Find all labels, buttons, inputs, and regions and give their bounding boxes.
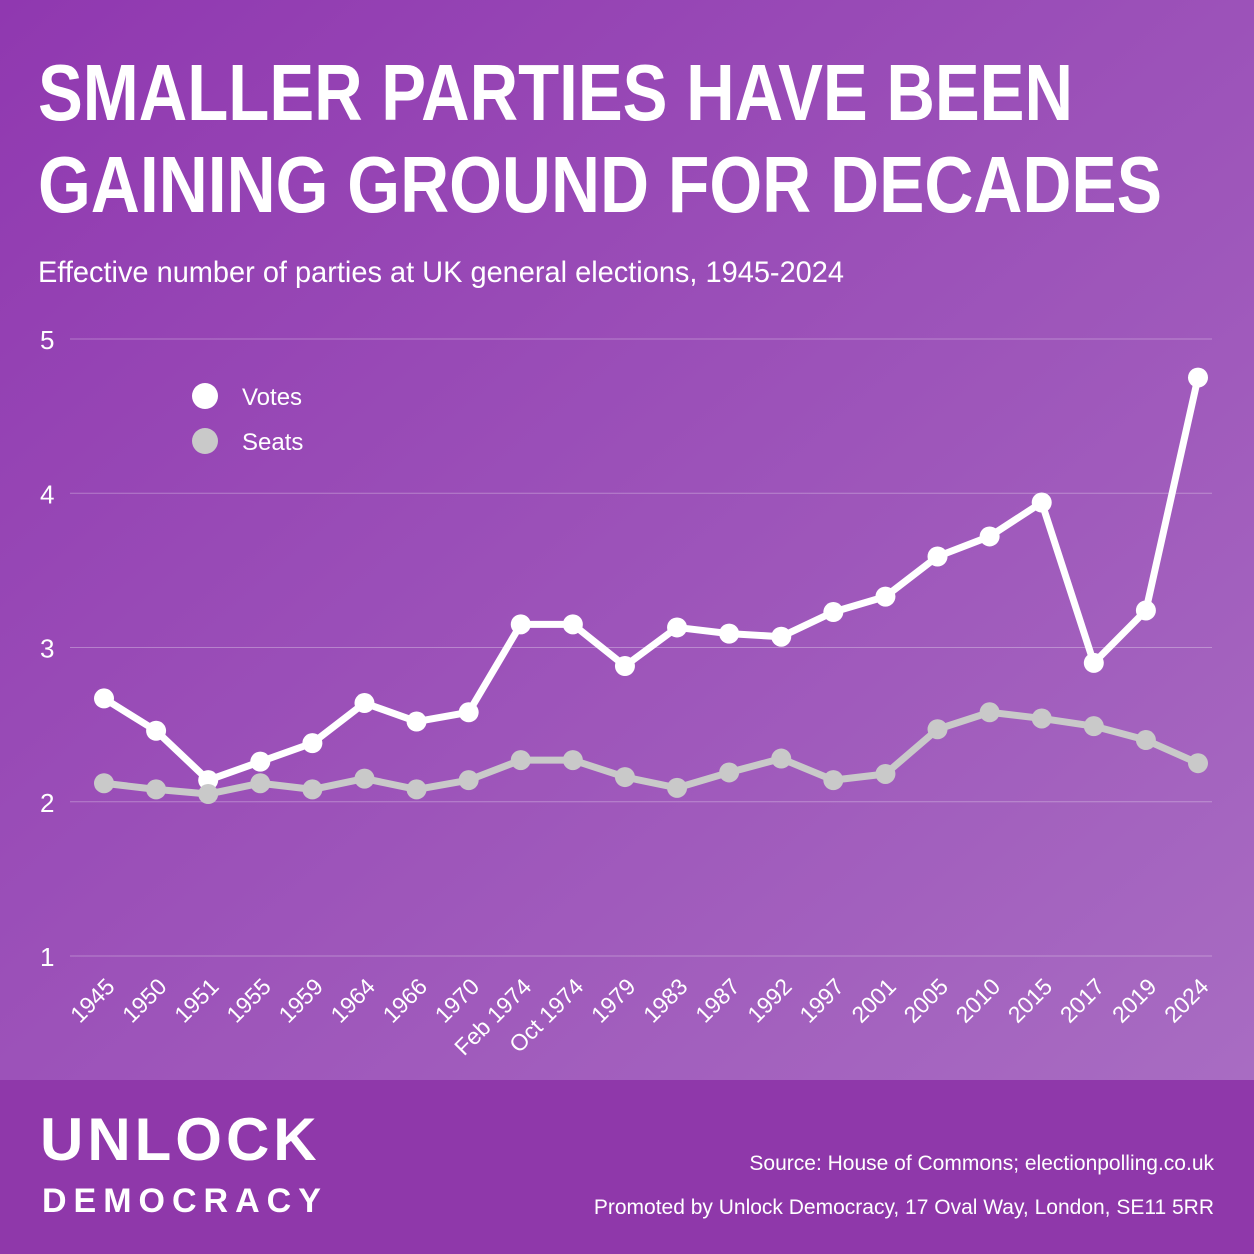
y-tick-label: 4 [40, 479, 54, 509]
data-point [719, 623, 740, 644]
data-point [667, 777, 688, 798]
y-tick-label: 1 [40, 942, 54, 972]
data-point [1083, 716, 1104, 737]
data-point [1083, 652, 1104, 673]
data-point [198, 784, 219, 805]
data-point [823, 602, 844, 623]
chart-title: SMALLER PARTIES HAVE BEEN [38, 48, 1073, 137]
note: Promoted by Unlock Democracy, 17 Oval Wa… [594, 1196, 1214, 1219]
data-point [719, 762, 740, 783]
y-tick-label: 3 [40, 634, 54, 664]
data-point [510, 614, 531, 635]
data-point [979, 526, 1000, 547]
series-line [102, 376, 1202, 784]
data-point [614, 656, 635, 677]
data-point [771, 748, 792, 769]
data-point [146, 779, 167, 800]
data-point [94, 773, 114, 794]
data-point [927, 719, 948, 740]
data-point [1135, 730, 1156, 751]
footer-band [0, 1080, 1254, 1254]
data-point [354, 693, 375, 714]
data-point [458, 702, 479, 723]
background [0, 0, 1254, 1080]
data-point [667, 617, 688, 638]
data-point [1188, 753, 1208, 774]
data-point [302, 779, 323, 800]
data-point [302, 733, 323, 754]
data-point [771, 626, 792, 647]
chart-subtitle: Effective number of parties at UK genera… [38, 256, 844, 289]
logo-line1: UNLOCK [40, 1106, 321, 1173]
data-point [875, 586, 896, 607]
data-point [510, 750, 531, 771]
data-point [875, 763, 896, 784]
legend-marker [192, 383, 218, 409]
data-point [354, 768, 375, 789]
data-point [458, 770, 479, 791]
y-tick-label: 5 [40, 325, 54, 355]
data-point [250, 773, 271, 794]
data-point [406, 711, 427, 732]
data-point [562, 750, 583, 771]
data-point [146, 720, 167, 741]
data-point [1031, 492, 1052, 513]
data-point [1135, 600, 1156, 621]
data-point [614, 767, 635, 788]
logo-line2: DEMOCRACY [42, 1182, 328, 1220]
legend-label: Votes [242, 384, 302, 411]
data-point [250, 751, 271, 772]
legend-label: Seats [242, 429, 303, 456]
data-point [1188, 367, 1208, 388]
data-point [927, 546, 948, 567]
data-point [979, 702, 1000, 723]
chart-title: GAINING GROUND FOR DECADES [38, 140, 1162, 229]
y-tick-label: 2 [40, 788, 54, 818]
legend-marker [192, 428, 218, 454]
data-point [406, 779, 427, 800]
series-line [103, 708, 1200, 798]
data-point [198, 770, 219, 791]
data-point [1031, 708, 1052, 729]
data-point [562, 614, 583, 635]
data-point [94, 688, 114, 709]
data-point [823, 770, 844, 791]
source: Source: House of Commons; electionpollin… [749, 1152, 1214, 1175]
